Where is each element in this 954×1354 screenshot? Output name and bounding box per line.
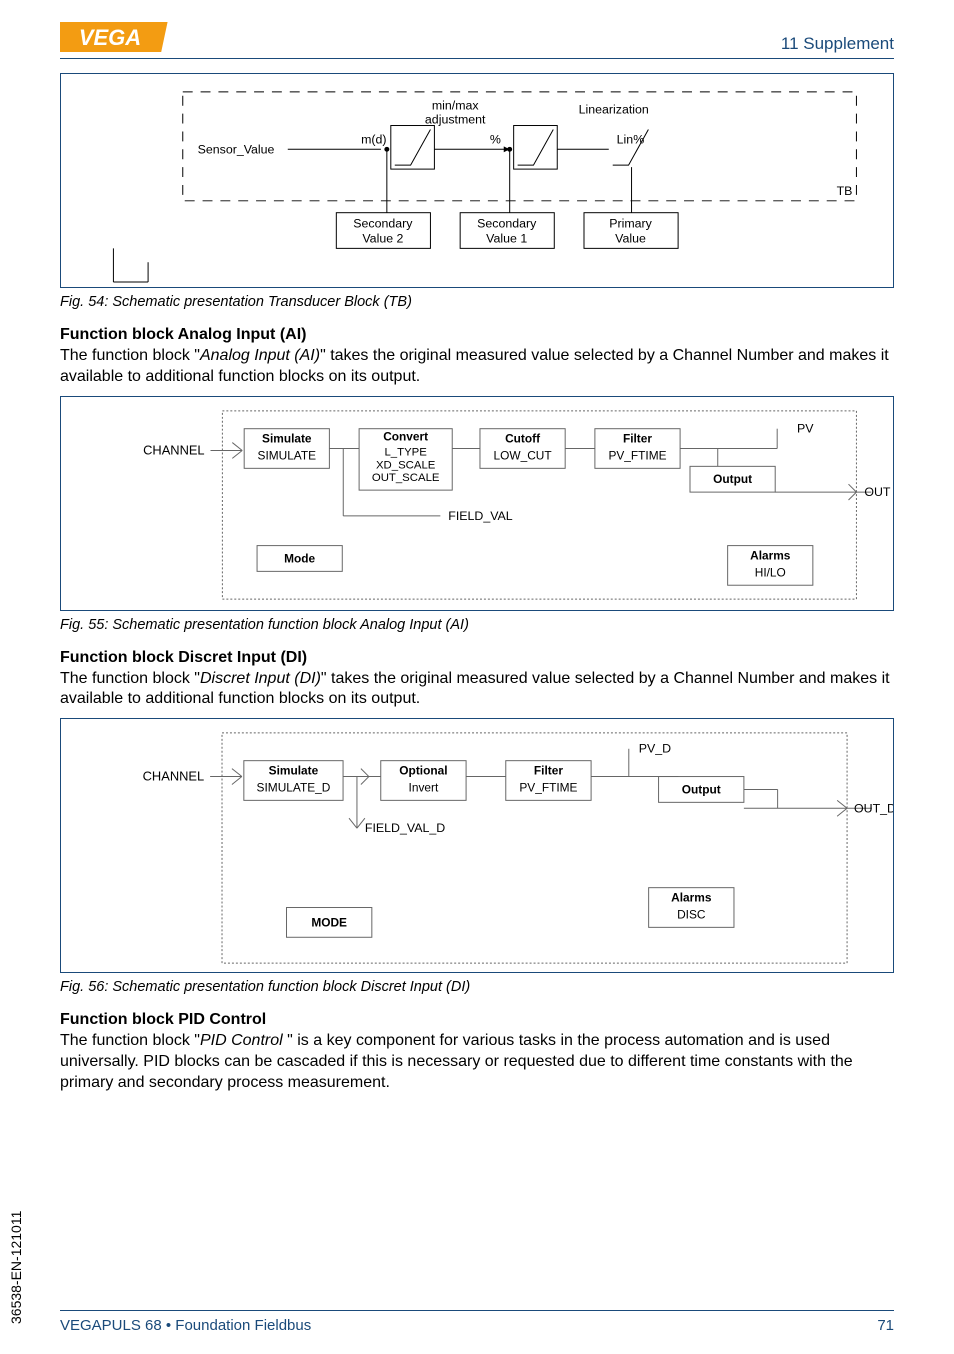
svg-text:SIMULATE: SIMULATE bbox=[258, 448, 317, 462]
tb-label: TB bbox=[837, 184, 853, 198]
sv2-a: Secondary bbox=[353, 217, 413, 231]
fig54-diagram: TB Sensor_Value m(d) min/max adjustment … bbox=[60, 73, 894, 288]
svg-text:VEGA: VEGA bbox=[79, 25, 141, 50]
svg-text:OUT_SCALE: OUT_SCALE bbox=[372, 472, 440, 484]
doc-number-vertical: 36538-EN-121011 bbox=[8, 1211, 24, 1324]
svg-text:PV_FTIME: PV_FTIME bbox=[608, 448, 666, 462]
svg-text:PV_FTIME: PV_FTIME bbox=[519, 781, 577, 795]
outd-label: OUT_D bbox=[854, 801, 893, 815]
di-text-em: Discret Input (DI) bbox=[200, 670, 321, 687]
svg-text:Alarms: Alarms bbox=[671, 891, 712, 905]
svg-text:Filter: Filter bbox=[534, 764, 563, 778]
sv1-b: Value 1 bbox=[486, 231, 527, 245]
fig56-diagram: CHANNEL Simulate SIMULATE_D Optional Inv… bbox=[60, 718, 894, 973]
ai-text-pre: The function block " bbox=[60, 347, 200, 364]
svg-text:Simulate: Simulate bbox=[262, 431, 312, 445]
svg-text:L_TYPE: L_TYPE bbox=[384, 446, 427, 458]
pid-body: The function block "PID Control " is a k… bbox=[60, 1031, 894, 1093]
pid-heading: Function block PID Control bbox=[60, 1011, 894, 1029]
channel-label: CHANNEL bbox=[143, 442, 204, 457]
svg-text:LOW_CUT: LOW_CUT bbox=[494, 448, 552, 462]
out-label: OUT bbox=[864, 485, 891, 499]
pv-a: Primary bbox=[609, 217, 652, 231]
svg-text:DISC: DISC bbox=[677, 908, 706, 922]
svg-text:Filter: Filter bbox=[623, 431, 652, 445]
fig56-caption: Fig. 56: Schematic presentation function… bbox=[60, 979, 894, 995]
sv1-a: Secondary bbox=[477, 217, 537, 231]
pvd-label: PV_D bbox=[639, 742, 671, 756]
svg-text:Cutoff: Cutoff bbox=[505, 431, 540, 445]
md-label: m(d) bbox=[361, 132, 386, 146]
page-footer: VEGAPULS 68 • Foundation Fieldbus 71 bbox=[60, 1310, 894, 1334]
minmax-label-2: adjustment bbox=[425, 113, 486, 127]
pid-text-pre: The function block " bbox=[60, 1032, 200, 1049]
fieldval-label: FIELD_VAL bbox=[448, 508, 513, 522]
sensor-value-label: Sensor_Value bbox=[198, 142, 275, 156]
svg-text:HI/LO: HI/LO bbox=[755, 565, 786, 579]
svg-text:XD_SCALE: XD_SCALE bbox=[376, 459, 436, 471]
sv2-b: Value 2 bbox=[362, 231, 403, 245]
svg-text:Alarms: Alarms bbox=[750, 548, 791, 562]
svg-text:Convert: Convert bbox=[383, 429, 428, 443]
di-text-pre: The function block " bbox=[60, 670, 200, 687]
vega-logo: VEGA bbox=[60, 20, 170, 54]
ai-text-em: Analog Input (AI) bbox=[200, 347, 320, 364]
pv-label: PV bbox=[797, 421, 814, 435]
pid-text-em: PID Control bbox=[200, 1032, 287, 1049]
di-body: The function block "Discret Input (DI)" … bbox=[60, 669, 894, 711]
ai-heading: Function block Analog Input (AI) bbox=[60, 326, 894, 344]
svg-text:MODE: MODE bbox=[311, 916, 347, 930]
svg-text:SIMULATE_D: SIMULATE_D bbox=[257, 781, 331, 795]
di-channel-label: CHANNEL bbox=[143, 769, 205, 784]
footer-page-number: 71 bbox=[877, 1317, 894, 1334]
pct-label: % bbox=[490, 132, 501, 146]
fig54-caption: Fig. 54: Schematic presentation Transduc… bbox=[60, 294, 894, 310]
fig55-caption: Fig. 55: Schematic presentation function… bbox=[60, 617, 894, 633]
svg-text:Mode: Mode bbox=[284, 551, 315, 565]
linearization-label: Linearization bbox=[579, 103, 649, 117]
fieldvald-label: FIELD_VAL_D bbox=[365, 821, 445, 835]
pv-b: Value bbox=[615, 231, 646, 245]
footer-left: VEGAPULS 68 • Foundation Fieldbus bbox=[60, 1317, 311, 1334]
svg-text:Invert: Invert bbox=[409, 781, 439, 795]
fig55-diagram: CHANNEL Simulate SIMULATE Convert L_TYPE… bbox=[60, 396, 894, 611]
di-heading: Function block Discret Input (DI) bbox=[60, 649, 894, 667]
section-title: 11 Supplement bbox=[781, 34, 894, 54]
svg-text:Optional: Optional bbox=[399, 764, 447, 778]
svg-text:Output: Output bbox=[713, 472, 752, 486]
minmax-label-1: min/max bbox=[432, 99, 480, 113]
ai-body: The function block "Analog Input (AI)" t… bbox=[60, 346, 894, 388]
svg-text:Output: Output bbox=[682, 783, 721, 797]
svg-text:Simulate: Simulate bbox=[269, 764, 319, 778]
page-header: VEGA 11 Supplement bbox=[60, 20, 894, 59]
